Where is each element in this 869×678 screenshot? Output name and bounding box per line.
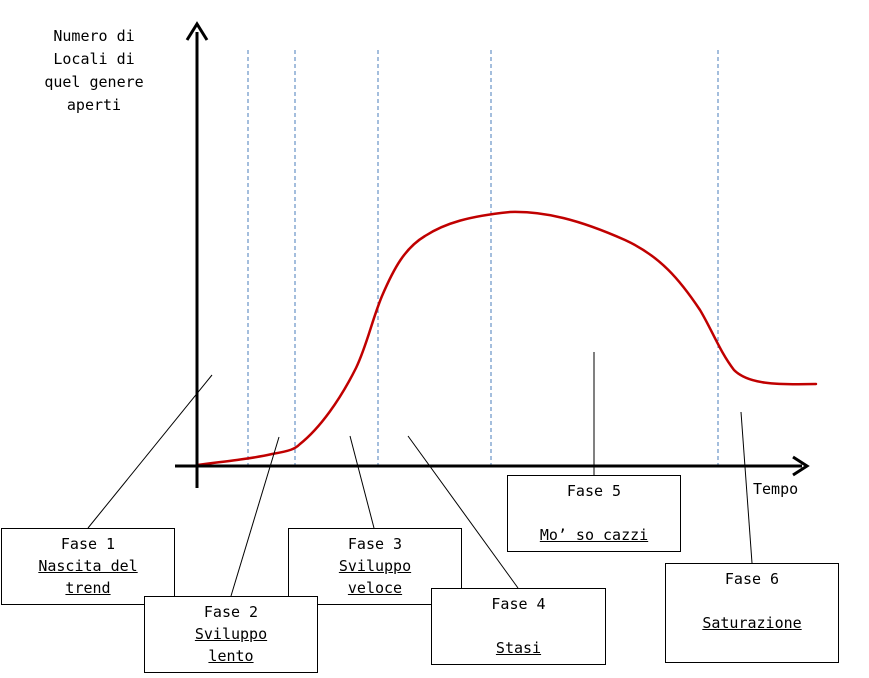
callout-line-fase-1: [87, 374, 213, 529]
phase-desc-line: veloce: [347, 579, 403, 597]
y-axis-label-line: Numero di: [53, 27, 135, 45]
callout-line-fase-6: [740, 411, 753, 564]
callout-line-fase-4: [407, 435, 519, 589]
phase-box-fase-2: Fase 2 Sviluppo lento: [144, 596, 318, 673]
trend-curve: [195, 210, 818, 467]
callout-line-fase-3: [349, 435, 375, 529]
phase-desc-line: Mo’ so cazzi: [539, 526, 649, 544]
y-axis-arrowhead: [185, 21, 209, 41]
callout-line-fase-2: [230, 436, 280, 597]
phase-title: Fase 5: [566, 482, 622, 500]
phase-desc: Mo’ so cazzi: [508, 524, 680, 546]
phase-desc-line: Saturazione: [702, 614, 802, 632]
y-axis-label: Numero di Locali di quel genere aperti: [38, 25, 150, 117]
phase-desc: veloce: [289, 577, 461, 599]
phase-title: Fase 2: [203, 603, 259, 621]
phase-desc-line: lento: [208, 647, 254, 665]
phase-desc-line: trend: [65, 579, 111, 597]
phase-desc: Stasi: [432, 637, 605, 659]
phase-title: Fase 6: [724, 570, 780, 588]
phase-desc: trend: [2, 577, 174, 599]
phase-box-fase-5: Fase 5 Mo’ so cazzi: [507, 475, 681, 552]
phase-desc-line: Stasi: [495, 639, 542, 657]
x-axis-label: Tempo: [753, 480, 799, 498]
phase-box-fase-4: Fase 4 Stasi: [431, 588, 606, 665]
phase-desc: Nascita del: [2, 555, 174, 577]
axes: [175, 21, 810, 488]
phase-title: Fase 4: [491, 595, 546, 613]
y-axis-label-line: Locali di: [53, 50, 135, 68]
y-axis-label-line: quel genere: [44, 73, 144, 91]
phase-desc: Sviluppo: [289, 555, 461, 577]
phase-separators: [247, 50, 719, 466]
x-axis-arrowhead: [792, 455, 810, 477]
phase-desc-line: Sviluppo: [338, 557, 412, 575]
callout-lines: [87, 352, 753, 597]
phase-desc: Saturazione: [666, 612, 838, 634]
phase-desc: Sviluppo: [145, 623, 317, 645]
phase-desc-line: Sviluppo: [194, 625, 268, 643]
phase-desc-line: Nascita del: [38, 557, 138, 575]
phase-desc: lento: [145, 645, 317, 667]
y-axis-label-line: aperti: [66, 96, 122, 114]
phase-title: Fase 1: [60, 535, 116, 553]
phase-box-fase-1: Fase 1 Nascita del trend: [1, 528, 175, 605]
phase-box-fase-6: Fase 6 Saturazione: [665, 563, 839, 663]
phase-box-fase-3: Fase 3 Sviluppo veloce: [288, 528, 462, 605]
phase-title: Fase 3: [347, 535, 403, 553]
